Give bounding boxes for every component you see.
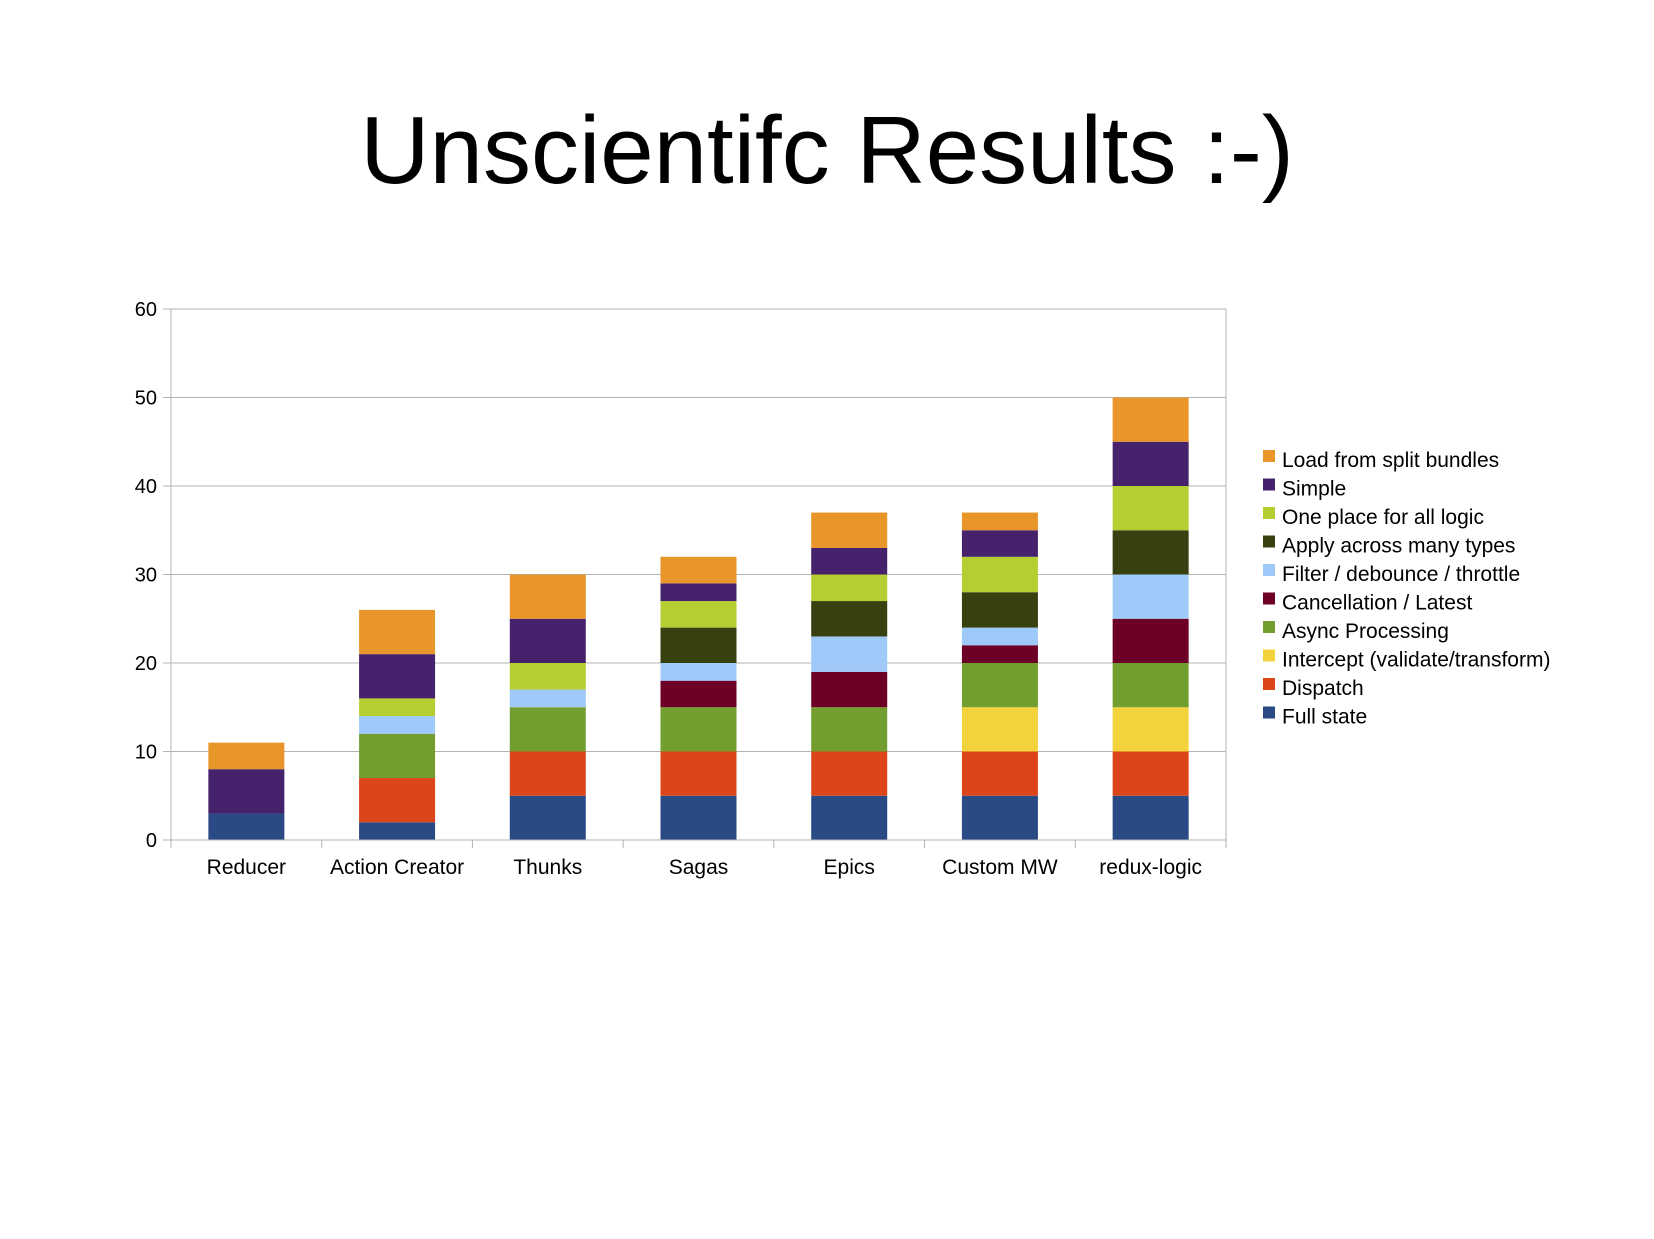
bars-layer: [208, 397, 1189, 840]
bar-segment: [961, 645, 1038, 663]
bar-segment: [1112, 618, 1189, 663]
bar-segment: [509, 707, 586, 752]
bar-segment: [660, 556, 737, 584]
legend-label: Cancellation / Latest: [1282, 592, 1472, 615]
bar-segment: [961, 556, 1038, 593]
x-tick-label: Epics: [824, 856, 875, 879]
x-tick-label: Thunks: [513, 856, 582, 879]
bar-segment: [1112, 397, 1189, 442]
bar-segment: [961, 627, 1038, 646]
bar-segment: [811, 636, 888, 672]
bar-segment: [509, 751, 586, 796]
y-tick-label: 0: [146, 830, 157, 852]
legend-swatch: [1263, 706, 1275, 719]
bar-segment: [359, 778, 436, 823]
bar-segment: [811, 601, 888, 637]
legend-swatch: [1263, 478, 1275, 491]
bar-segment: [1112, 530, 1189, 575]
bar-segment: [1112, 441, 1189, 486]
legend-swatch: [1263, 621, 1275, 633]
y-tick-label: 10: [135, 742, 157, 764]
bar-segment: [660, 627, 737, 663]
x-tick-label: Reducer: [207, 856, 286, 879]
bar-segment: [811, 751, 888, 796]
x-tick-label: Action Creator: [330, 856, 464, 879]
bar-segment: [961, 751, 1038, 796]
y-tick-label: 40: [135, 476, 157, 498]
bar-segment: [811, 574, 888, 602]
legend-label: Dispatch: [1282, 677, 1364, 700]
bar-segment: [660, 707, 737, 752]
bar-segment: [811, 795, 888, 840]
x-tick-label: redux-logic: [1099, 856, 1202, 879]
bar-segment: [961, 512, 1038, 531]
bar-segment: [1112, 751, 1189, 796]
legend-swatch: [1263, 649, 1275, 662]
legend-label: Apply across many types: [1282, 535, 1515, 558]
bar-segment: [359, 654, 436, 699]
bar-segment: [359, 698, 436, 717]
bar-segment: [1112, 574, 1189, 619]
bar-segment: [961, 795, 1038, 840]
legend-swatch: [1263, 450, 1275, 462]
bar-segment: [811, 671, 888, 708]
legend-label: Simple: [1282, 478, 1346, 501]
y-tick-label: 60: [135, 299, 157, 321]
bar-segment: [359, 822, 436, 840]
legend-label: Async Processing: [1282, 620, 1449, 643]
x-tick-label: Sagas: [669, 856, 729, 879]
bar-segment: [961, 530, 1038, 557]
bar-segment: [1112, 707, 1189, 752]
bar-segment: [811, 512, 888, 548]
bar-segment: [961, 663, 1038, 708]
axes-layer: 0 10 20 30 40 50 60 Reducer Action Creator Thunks…: [135, 299, 1227, 879]
bar-segment: [660, 601, 737, 628]
bar-segment: [509, 618, 586, 663]
bar-segment: [660, 663, 737, 681]
legend-label: One place for all logic: [1282, 506, 1484, 529]
legend-label: Intercept (validate/transform): [1282, 649, 1550, 672]
bar-segment: [1112, 795, 1189, 840]
bar-segment: [208, 769, 285, 814]
slide-title: Unscientifc Results :-): [360, 97, 1294, 204]
bar-segment: [509, 689, 586, 708]
bar-segment: [359, 716, 436, 734]
x-tick-label: Custom MW: [942, 856, 1058, 879]
bar-segment: [359, 609, 436, 655]
bar-segment: [811, 547, 888, 575]
bar-segment: [660, 680, 737, 708]
legend-swatch: [1263, 535, 1275, 548]
y-tick-label: 20: [135, 653, 157, 675]
legend-swatch: [1263, 678, 1275, 690]
legend-layer: Load from split bundles Simple One place f…: [1263, 449, 1550, 729]
bar-segment: [509, 795, 586, 840]
legend-swatch: [1263, 592, 1275, 605]
legend-swatch: [1263, 507, 1275, 519]
legend-label: Load from split bundles: [1282, 449, 1499, 472]
bar-segment: [660, 751, 737, 796]
bar-segment: [208, 813, 285, 840]
bar-segment: [1112, 486, 1189, 531]
bar-segment: [1112, 663, 1189, 708]
y-tick-label: 50: [135, 388, 157, 410]
y-tick-label: 30: [135, 565, 157, 587]
bar-segment: [509, 574, 586, 619]
bar-segment: [359, 733, 436, 779]
legend-swatch: [1263, 564, 1275, 576]
bar-segment: [811, 707, 888, 752]
legend-label: Filter / debounce / throttle: [1282, 563, 1520, 586]
legend-label: Full state: [1282, 706, 1367, 729]
bar-segment: [208, 742, 285, 770]
bar-segment: [660, 795, 737, 840]
bar-segment: [660, 583, 737, 602]
bar-segment: [961, 592, 1038, 628]
bar-segment: [509, 663, 586, 690]
bar-segment: [961, 707, 1038, 752]
